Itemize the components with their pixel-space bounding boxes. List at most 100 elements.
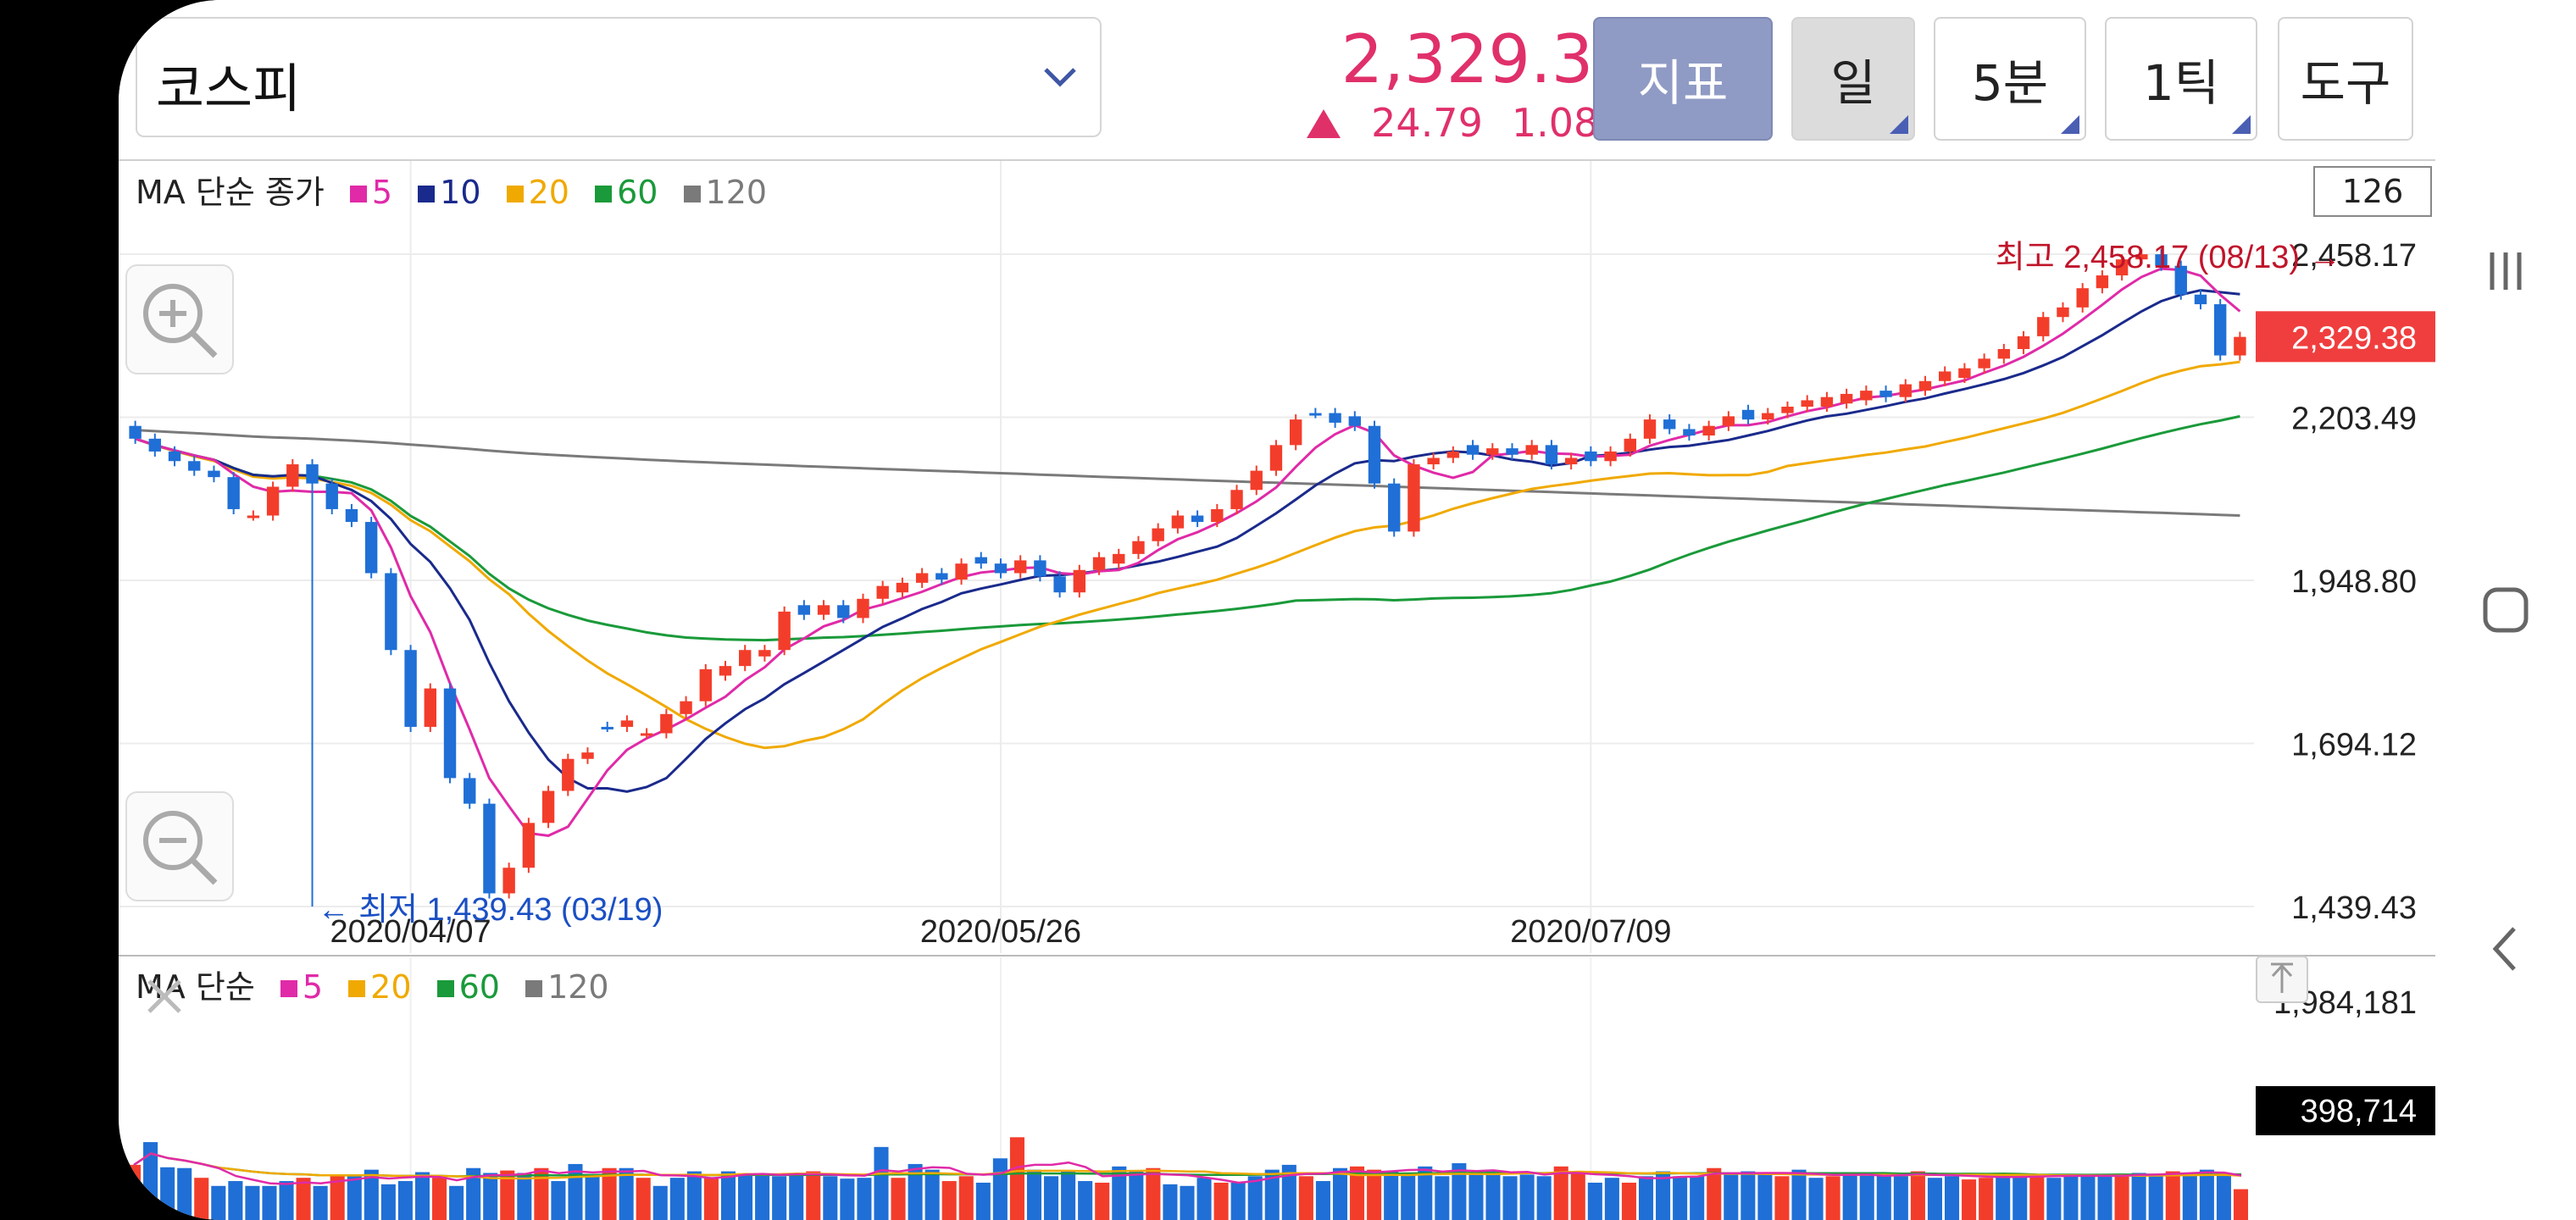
close-volume-button[interactable] <box>124 962 205 1037</box>
up-arrow-icon <box>1307 109 1341 138</box>
volume-bar <box>1724 1174 1739 1220</box>
volume-bar <box>2233 1189 2248 1220</box>
chart-app: 코스피 2,329.38 24.79 1.08% 지표 일 5분 1틱 도구 2,… <box>119 0 2435 1220</box>
volume-bar <box>414 1172 430 1220</box>
low-annotation: ← 최저 1,439.43 (03/19) <box>318 892 663 928</box>
home-button[interactable] <box>2435 585 2576 635</box>
volume-bar <box>1196 1178 1212 1220</box>
volume-bar <box>211 1185 226 1220</box>
current-price: 2,329.38 <box>1341 22 1635 98</box>
indicator-button[interactable]: 지표 <box>1593 17 1773 141</box>
volume-bar <box>652 1185 668 1220</box>
volume-bar <box>891 1178 906 1220</box>
candle-body <box>935 573 948 580</box>
volume-bar <box>1774 1176 1790 1220</box>
candle-body <box>443 688 457 779</box>
candle-body <box>424 688 436 727</box>
current-price-badge-text: 2,329.38 <box>2291 320 2417 356</box>
stock-selector[interactable]: 코스피 <box>136 17 1102 137</box>
candle-body <box>1171 515 1185 529</box>
candle-body <box>1486 448 1499 455</box>
volume-bar <box>1979 1178 1994 1220</box>
candle-body <box>837 605 850 618</box>
candle-body <box>739 650 752 667</box>
price-ma-legend: MA 단순 종가 5 10 20 60 120 <box>136 166 767 213</box>
volume-bar <box>500 1170 515 1220</box>
candle-body <box>1191 515 1204 523</box>
volume-bar <box>2029 1174 2045 1220</box>
zoom-out-icon <box>143 811 218 885</box>
candle-body <box>1585 451 1597 462</box>
volume-bar <box>686 1171 702 1220</box>
volume-bar <box>1893 1174 1908 1220</box>
candle-body <box>483 803 496 894</box>
volume-bar <box>636 1178 651 1220</box>
volume-bar <box>1367 1169 1382 1220</box>
scroll-top-button[interactable] <box>2256 956 2308 1003</box>
volume-bar <box>347 1176 362 1220</box>
ma120-line <box>135 429 2240 517</box>
volume-bar <box>1536 1176 1552 1220</box>
candle-body <box>266 486 280 516</box>
volume-bar <box>1061 1171 1076 1220</box>
back-icon <box>2492 927 2516 971</box>
volume-ma60-line <box>133 1152 2242 1178</box>
dropdown-corner-icon <box>1890 115 1908 134</box>
volume-bar <box>1452 1162 1467 1220</box>
price-volume-chart[interactable]: 2,458.17 2,203.49 1,948.80 1,694.12 1,439.43… <box>119 161 2435 1220</box>
candle-body <box>1801 400 1813 408</box>
volume-bar <box>1332 1167 1348 1220</box>
vma120-label: 120 <box>547 968 609 1006</box>
zoom-out-button[interactable] <box>125 791 234 901</box>
volume-bar <box>279 1181 294 1220</box>
ma5-swatch <box>349 186 367 202</box>
volume-bar <box>1180 1185 1195 1220</box>
ma10-swatch <box>418 186 436 202</box>
tools-button[interactable]: 도구 <box>2278 17 2413 141</box>
volume-bar <box>296 1178 311 1220</box>
volume-bar <box>2165 1171 2180 1220</box>
candle-body <box>1132 541 1145 554</box>
x-tick-label: 2020/05/26 <box>920 914 1081 950</box>
candle-body <box>1663 419 1676 430</box>
back-button[interactable] <box>2435 923 2576 974</box>
candle-body <box>1702 425 1715 436</box>
candle-body <box>2057 307 2069 318</box>
volume-bar <box>313 1185 328 1220</box>
volume-bar <box>772 1176 787 1220</box>
price-change: 24.79 1.08% <box>1178 100 1635 146</box>
volume-bar <box>1502 1176 1518 1220</box>
candle-body <box>2194 294 2207 305</box>
volume-bar <box>1350 1166 1365 1220</box>
zoom-in-button[interactable] <box>125 264 234 374</box>
home-icon <box>2483 587 2529 633</box>
x-tick-label: 2020/07/09 <box>1510 914 1671 950</box>
recent-apps-button[interactable] <box>2435 246 2576 297</box>
candle-body <box>1152 528 1164 541</box>
y-tick-label: 2,203.49 <box>2291 401 2417 436</box>
candle-body <box>522 823 536 868</box>
candle-body <box>994 563 1008 574</box>
visible-count[interactable]: 126 <box>2313 166 2432 217</box>
candle-body <box>541 790 555 824</box>
candle-body <box>1722 416 1735 426</box>
volume-bar <box>840 1178 855 1220</box>
ma60-line <box>135 414 2240 642</box>
volume-bar <box>1112 1166 1127 1220</box>
day-period-button[interactable]: 일 <box>1791 17 1915 141</box>
volume-bar <box>669 1178 685 1220</box>
volume-bar <box>619 1167 634 1220</box>
candle-body <box>1427 458 1440 465</box>
volume-bar <box>2182 1173 2197 1220</box>
ma5-label: 5 <box>371 174 393 211</box>
volume-bar <box>1825 1176 1840 1220</box>
candle-body <box>1997 348 2011 359</box>
volume-bar <box>1553 1166 1568 1220</box>
candle-body <box>1879 391 1892 397</box>
volume-bar <box>1910 1171 1925 1220</box>
five-minute-button[interactable]: 5분 <box>1934 17 2086 141</box>
candle-body <box>896 582 909 593</box>
one-tick-button[interactable]: 1틱 <box>2105 17 2257 141</box>
volume-bar <box>1298 1176 1313 1220</box>
volume-bar <box>1707 1167 1722 1220</box>
